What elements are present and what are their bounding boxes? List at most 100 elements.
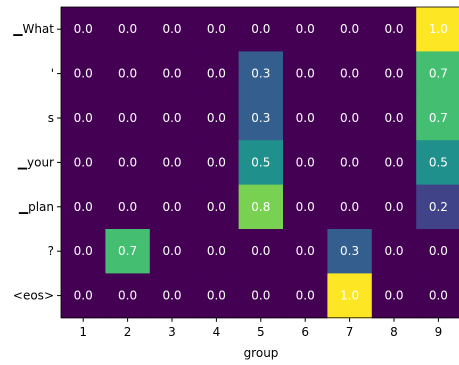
cell-value-label: 0.0: [384, 111, 403, 125]
x-tick-label: 2: [124, 325, 132, 339]
cell-value-label: 0.0: [384, 289, 403, 303]
heatmap-cell: [194, 7, 240, 52]
heatmap-cell: [238, 51, 284, 97]
cell-value-label: 0.0: [384, 155, 403, 169]
x-axis-label: group: [244, 346, 279, 360]
heatmap-cell: [149, 229, 195, 274]
heatmap-cell: [238, 229, 284, 274]
cell-value-label: 0.0: [74, 111, 93, 125]
cell-value-label: 0.0: [118, 200, 137, 214]
heatmap-cell: [283, 95, 328, 141]
cell-value-label: 0.0: [384, 200, 403, 214]
heatmap-cell: [61, 140, 106, 186]
heatmap-cell: [283, 51, 328, 97]
cell-value-label: 0.0: [251, 244, 270, 258]
cell-value-label: 0.0: [340, 111, 359, 125]
heatmap-cell: [105, 229, 151, 274]
heatmap-cell: [327, 140, 373, 186]
heatmap-cell: [371, 51, 417, 97]
cell-value-label: 0.3: [340, 244, 359, 258]
cell-value-label: 0.0: [118, 22, 137, 36]
x-tick-label: 4: [213, 325, 221, 339]
heatmap-cell: [327, 95, 373, 141]
y-tick-label: ▁What: [12, 22, 54, 36]
cell-value-label: 0.0: [207, 67, 226, 81]
cell-annotations: 0.0 0.0 0.0 0.0 0.0 0.0 0.0 0.0 1.0 0.0 0.0 0.0 0.0 0…: [74, 22, 448, 302]
cell-value-label: 0.5: [251, 155, 270, 169]
cell-value-label: 0.0: [340, 200, 359, 214]
cell-value-label: 0.0: [296, 67, 315, 81]
y-tick-label: ▁plan: [18, 200, 54, 214]
heatmap-cell: [416, 184, 459, 230]
cell-value-label: 0.0: [340, 67, 359, 81]
cell-value-label: 1.0: [429, 22, 448, 36]
heatmap-cell: [105, 95, 151, 141]
cell-value-label: 0.7: [429, 67, 448, 81]
cell-value-label: 0.0: [251, 289, 270, 303]
cell-value-label: 0.0: [162, 111, 181, 125]
y-tick-label: ': [51, 67, 54, 81]
cell-value-label: 0.0: [118, 289, 137, 303]
heatmap-cell: [194, 229, 240, 274]
heatmap-cell: [371, 184, 417, 230]
cell-value-label: 0.0: [162, 244, 181, 258]
cell-value-label: 0.0: [296, 155, 315, 169]
cell-value-label: 0.0: [251, 22, 270, 36]
cell-value-label: 0.0: [296, 111, 315, 125]
heatmap-cell: [327, 184, 373, 230]
y-tick-label: s: [48, 111, 54, 125]
heatmap-cell: [61, 273, 106, 319]
heatmap-cell: [149, 273, 195, 319]
cell-value-label: 0.0: [207, 22, 226, 36]
cell-value-label: 0.5: [429, 155, 448, 169]
cell-value-label: 0.2: [429, 200, 448, 214]
cell-value-label: 0.0: [118, 155, 137, 169]
heatmap-cell: [416, 229, 459, 274]
heatmap-cell: [149, 51, 195, 97]
heatmap-cell: [194, 184, 240, 230]
cell-value-label: 0.0: [74, 155, 93, 169]
axes: 1 2 3 4 5 6 7 8 9 ▁What ' s ▁your ▁plan? <eos>: [12, 6, 459, 339]
heatmap-cell: [327, 51, 373, 97]
heatmap-cell: [327, 229, 373, 274]
heatmap-cell: [283, 7, 328, 52]
heatmap-cell: [61, 229, 106, 274]
x-tick-label: 9: [435, 325, 443, 339]
heatmap-cell: [149, 140, 195, 186]
heatmap-cell: [416, 95, 459, 141]
heatmap-cell: [105, 273, 151, 319]
heatmap-cell: [238, 7, 284, 52]
heatmap-cell: [105, 7, 151, 52]
y-tick-label: ?: [48, 244, 54, 258]
heatmap-cell: [371, 273, 417, 319]
cell-value-label: 0.0: [296, 244, 315, 258]
cell-value-label: 0.0: [162, 289, 181, 303]
cell-value-label: 0.0: [74, 289, 93, 303]
heatmap-cell: [283, 273, 328, 319]
heatmap-cell: [105, 184, 151, 230]
heatmap-cell: [238, 95, 284, 141]
x-tick-label: 5: [257, 325, 265, 339]
cell-value-label: 0.0: [207, 200, 226, 214]
heatmap-cell: [327, 273, 373, 319]
heatmap-cell: [61, 184, 106, 230]
cell-value-label: 1.0: [340, 289, 359, 303]
heatmap-cell: [371, 229, 417, 274]
cell-value-label: 0.0: [207, 111, 226, 125]
heatmap-cell: [238, 184, 284, 230]
heatmap-cell: [416, 273, 459, 319]
x-tick-label: 6: [301, 325, 309, 339]
heatmap-cell: [283, 184, 328, 230]
cell-value-label: 0.0: [74, 244, 93, 258]
cell-value-label: 0.0: [340, 155, 359, 169]
x-tick-label: 7: [346, 325, 354, 339]
y-tick-label: <eos>: [13, 289, 54, 303]
heatmap-cell: [194, 95, 240, 141]
cell-value-label: 0.0: [296, 200, 315, 214]
cell-value-label: 0.0: [207, 244, 226, 258]
heatmap-cell: [283, 229, 328, 274]
cell-value-label: 0.3: [251, 67, 270, 81]
cell-value-label: 0.0: [162, 67, 181, 81]
cell-value-label: 0.0: [429, 244, 448, 258]
heatmap-cell: [194, 273, 240, 319]
